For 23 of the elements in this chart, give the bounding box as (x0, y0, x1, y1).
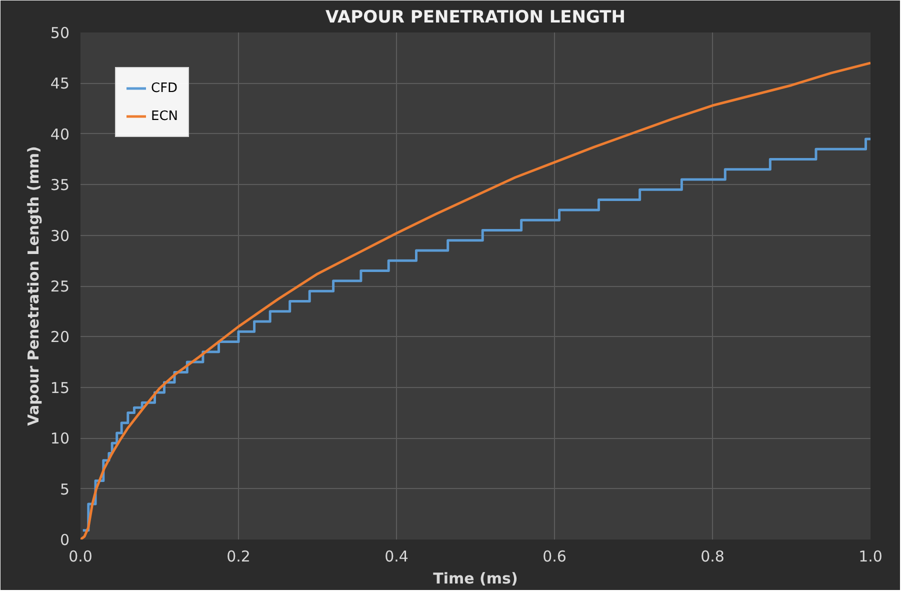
x-tick-label: 0.0 (68, 548, 92, 566)
y-tick-label: 35 (50, 176, 70, 194)
y-tick-label: 25 (50, 278, 70, 296)
x-tick-label: 0.4 (384, 548, 408, 566)
y-tick-label: 30 (50, 226, 70, 245)
x-tick-label: 0.2 (226, 548, 250, 566)
y-tick-label: 15 (50, 378, 70, 397)
chart-title: VAPOUR PENETRATION LENGTH (326, 8, 626, 28)
y-tick-label: 45 (50, 74, 70, 93)
y-tick-label: 40 (50, 125, 70, 144)
legend-label: CFD (151, 80, 178, 96)
y-tick-label: 20 (50, 328, 70, 346)
x-tick-label: 1.0 (858, 548, 882, 566)
line-series (80, 62, 870, 540)
y-tick-label: 0 (60, 531, 70, 549)
legend-label: ECN (151, 108, 178, 124)
x-tick-label: 0.8 (700, 548, 724, 566)
y-tick-label: 10 (50, 430, 70, 448)
y-tick-label: 50 (50, 24, 70, 42)
y-tick-label: 5 (60, 480, 70, 498)
x-tick-label: 0.6 (542, 548, 566, 566)
x-axis-title: Time (ms) (433, 570, 518, 588)
y-axis-title: Vapour Penetration Length (mm) (24, 146, 42, 426)
